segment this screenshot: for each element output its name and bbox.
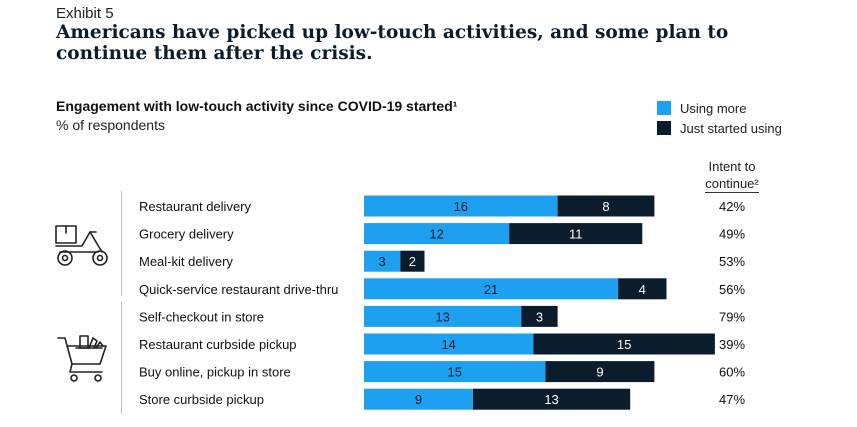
intent-value: 49% xyxy=(719,227,745,242)
category-label: Buy online, pickup in store xyxy=(139,365,291,380)
value-label-using-more: 13 xyxy=(435,309,449,324)
category-label: Meal-kit delivery xyxy=(139,254,233,269)
intent-value: 53% xyxy=(719,254,745,269)
bar-just-started xyxy=(533,333,715,355)
category-label: Grocery delivery xyxy=(139,227,234,242)
intent-header-line2: continue² xyxy=(705,176,759,193)
value-label-using-more: 21 xyxy=(484,282,498,297)
value-label-just-started: 11 xyxy=(569,227,583,242)
bar-just-started xyxy=(472,388,631,410)
bar-using-more xyxy=(364,278,619,300)
intent-value: 42% xyxy=(719,199,745,214)
delivery-scooter-icon xyxy=(55,225,108,266)
category-label: Restaurant curbside pickup xyxy=(139,337,297,352)
bar-just-started xyxy=(509,223,643,245)
value-label-just-started: 8 xyxy=(602,199,609,214)
intent-header-line1: Intent to xyxy=(708,159,756,174)
value-label-using-more: 14 xyxy=(441,337,455,352)
legend-label-just-started: Just started using xyxy=(680,120,782,136)
value-label-just-started: 3 xyxy=(536,309,543,324)
value-label-just-started: 15 xyxy=(617,337,631,352)
intent-value: 79% xyxy=(719,309,745,324)
category-label: Store curbside pickup xyxy=(139,392,264,407)
intent-value: 56% xyxy=(719,282,745,297)
category-label: Restaurant delivery xyxy=(139,199,251,214)
shopping-cart-icon xyxy=(57,335,107,382)
bar-just-started xyxy=(618,278,667,300)
bar-just-started xyxy=(557,195,655,217)
group-divider-pickup xyxy=(121,302,122,414)
value-label-just-started: 4 xyxy=(639,282,646,297)
chart-subtitle: % of respondents xyxy=(56,117,165,133)
legend: Using more Just started using xyxy=(657,98,782,138)
bar-just-started xyxy=(545,361,655,383)
category-label: Quick-service restaurant drive-thru xyxy=(139,282,338,297)
legend-label-using-more: Using more xyxy=(680,100,747,116)
chart-title: Engagement with low-touch activity since… xyxy=(56,98,458,114)
value-label-just-started: 13 xyxy=(544,392,558,407)
bar-using-more xyxy=(364,250,401,272)
value-label-just-started: 9 xyxy=(596,365,603,380)
value-label-using-more: 3 xyxy=(379,254,386,269)
intent-value: 60% xyxy=(719,365,745,380)
bar-just-started xyxy=(400,250,425,272)
value-label-using-more: 9 xyxy=(415,392,422,407)
bar-just-started xyxy=(521,305,558,327)
bar-using-more xyxy=(364,305,522,327)
value-label-using-more: 15 xyxy=(448,365,462,380)
value-label-using-more: 12 xyxy=(429,227,443,242)
legend-swatch-using-more xyxy=(657,101,671,115)
value-label-just-started: 2 xyxy=(409,254,416,269)
value-label-using-more: 16 xyxy=(454,199,468,214)
bar-using-more xyxy=(364,388,473,410)
group-divider-delivery xyxy=(121,191,122,296)
exhibit-label: Exhibit 5 xyxy=(56,5,114,22)
bar-using-more xyxy=(364,361,546,383)
intent-value: 47% xyxy=(719,392,745,407)
page-headline: Americans have picked up low-touch activ… xyxy=(56,22,729,64)
category-label: Self-checkout in store xyxy=(139,309,264,324)
bar-using-more xyxy=(364,195,558,217)
legend-item-using-more: Using more xyxy=(657,98,782,118)
intent-header: Intent to continue² xyxy=(690,158,774,193)
legend-swatch-just-started xyxy=(657,121,671,135)
bar-using-more xyxy=(364,333,534,355)
bar-using-more xyxy=(364,223,510,245)
intent-value: 39% xyxy=(719,337,745,352)
legend-item-just-started: Just started using xyxy=(657,118,782,138)
